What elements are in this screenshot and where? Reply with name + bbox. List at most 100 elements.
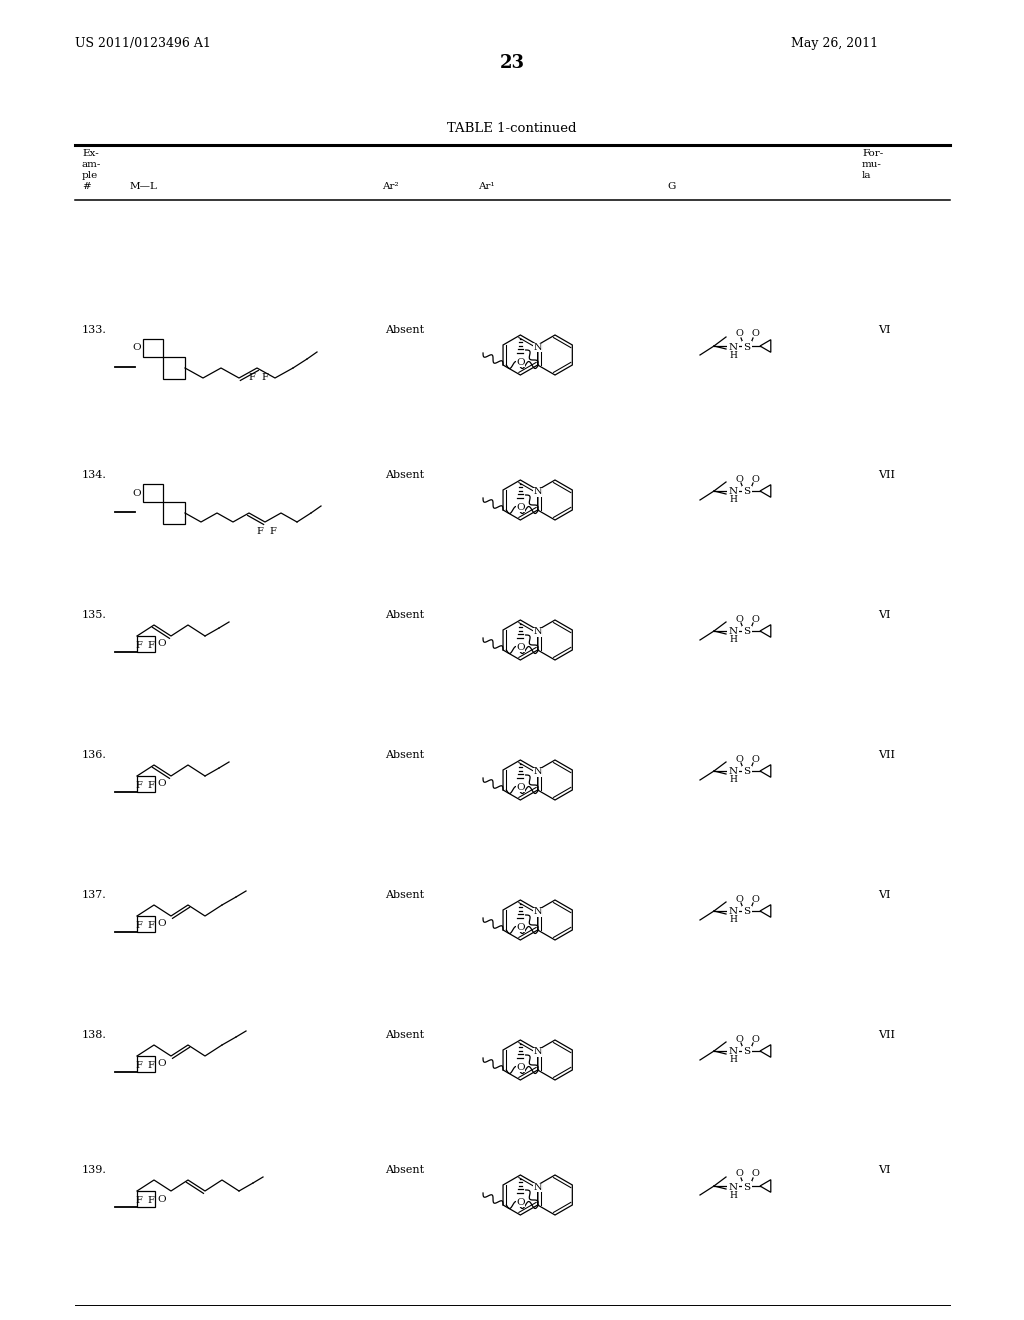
Text: O: O <box>158 1060 166 1068</box>
Text: For-: For- <box>862 149 884 158</box>
Text: F: F <box>257 527 263 536</box>
Text: F: F <box>135 1061 142 1071</box>
Text: O: O <box>735 895 743 903</box>
Text: VI: VI <box>878 610 891 620</box>
Text: O: O <box>158 1195 166 1204</box>
Text: O: O <box>516 358 524 367</box>
Text: O: O <box>133 488 141 498</box>
Text: ple: ple <box>82 172 98 180</box>
Text: O: O <box>751 895 759 903</box>
Text: G: G <box>667 182 676 191</box>
Text: O: O <box>516 643 524 652</box>
Text: VI: VI <box>878 890 891 900</box>
Text: #: # <box>82 182 91 191</box>
Text: O: O <box>735 474 743 483</box>
Text: H: H <box>729 351 737 359</box>
Text: N: N <box>728 342 737 351</box>
Text: VI: VI <box>878 1166 891 1175</box>
Text: Ex-: Ex- <box>82 149 98 158</box>
Text: H: H <box>729 635 737 644</box>
Text: H: H <box>729 495 737 504</box>
Text: O: O <box>158 920 166 928</box>
Text: N: N <box>534 342 542 351</box>
Text: N: N <box>728 487 737 496</box>
Text: N: N <box>534 487 542 496</box>
Text: Absent: Absent <box>385 1030 424 1040</box>
Text: F: F <box>147 1196 155 1205</box>
Text: F: F <box>147 1061 155 1071</box>
Text: N: N <box>534 627 542 636</box>
Text: O: O <box>516 503 524 512</box>
Text: Absent: Absent <box>385 610 424 620</box>
Text: mu-: mu- <box>862 160 882 169</box>
Text: O: O <box>751 474 759 483</box>
Text: May 26, 2011: May 26, 2011 <box>791 37 878 50</box>
Text: la: la <box>862 172 871 180</box>
Text: O: O <box>751 755 759 763</box>
Text: N: N <box>728 908 737 916</box>
Text: F: F <box>147 781 155 789</box>
Text: F: F <box>135 1196 142 1205</box>
Text: F: F <box>135 642 142 649</box>
Text: VI: VI <box>878 325 891 335</box>
Text: M—L: M—L <box>130 182 158 191</box>
Text: H: H <box>729 1191 737 1200</box>
Text: S: S <box>743 1183 751 1192</box>
Text: O: O <box>735 330 743 338</box>
Text: O: O <box>516 783 524 792</box>
Text: N: N <box>728 627 737 636</box>
Text: O: O <box>751 330 759 338</box>
Text: Absent: Absent <box>385 750 424 760</box>
Text: 138.: 138. <box>82 1030 106 1040</box>
Text: S: S <box>743 487 751 496</box>
Text: S: S <box>743 767 751 776</box>
Text: S: S <box>743 342 751 351</box>
Text: TABLE 1-continued: TABLE 1-continued <box>447 121 577 135</box>
Text: O: O <box>516 923 524 932</box>
Text: Absent: Absent <box>385 890 424 900</box>
Text: Absent: Absent <box>385 470 424 480</box>
Text: VII: VII <box>878 470 895 480</box>
Text: O: O <box>735 755 743 763</box>
Text: O: O <box>735 1170 743 1179</box>
Text: am-: am- <box>82 160 101 169</box>
Text: 134.: 134. <box>82 470 106 480</box>
Text: N: N <box>728 767 737 776</box>
Text: 137.: 137. <box>82 890 106 900</box>
Text: N: N <box>728 1048 737 1056</box>
Text: N: N <box>534 1048 542 1056</box>
Text: N: N <box>534 1183 542 1192</box>
Text: O: O <box>158 639 166 648</box>
Text: S: S <box>743 1048 751 1056</box>
Text: O: O <box>158 780 166 788</box>
Text: O: O <box>735 615 743 623</box>
Text: F: F <box>135 921 142 931</box>
Text: H: H <box>729 776 737 784</box>
Text: F: F <box>135 781 142 789</box>
Text: H: H <box>729 1056 737 1064</box>
Text: Absent: Absent <box>385 325 424 335</box>
Text: O: O <box>516 1199 524 1206</box>
Text: 23: 23 <box>500 54 524 73</box>
Text: F: F <box>147 921 155 931</box>
Text: S: S <box>743 627 751 636</box>
Text: 136.: 136. <box>82 750 106 760</box>
Text: Ar¹: Ar¹ <box>478 182 495 191</box>
Text: O: O <box>516 1063 524 1072</box>
Text: O: O <box>751 615 759 623</box>
Text: VII: VII <box>878 1030 895 1040</box>
Text: 135.: 135. <box>82 610 106 620</box>
Text: 139.: 139. <box>82 1166 106 1175</box>
Text: N: N <box>534 767 542 776</box>
Text: US 2011/0123496 A1: US 2011/0123496 A1 <box>75 37 211 50</box>
Text: F: F <box>269 527 276 536</box>
Text: S: S <box>743 908 751 916</box>
Text: O: O <box>735 1035 743 1044</box>
Text: O: O <box>751 1035 759 1044</box>
Text: F: F <box>249 374 255 381</box>
Text: O: O <box>133 343 141 352</box>
Text: Ar²: Ar² <box>382 182 398 191</box>
Text: VII: VII <box>878 750 895 760</box>
Text: 133.: 133. <box>82 325 106 335</box>
Text: H: H <box>729 916 737 924</box>
